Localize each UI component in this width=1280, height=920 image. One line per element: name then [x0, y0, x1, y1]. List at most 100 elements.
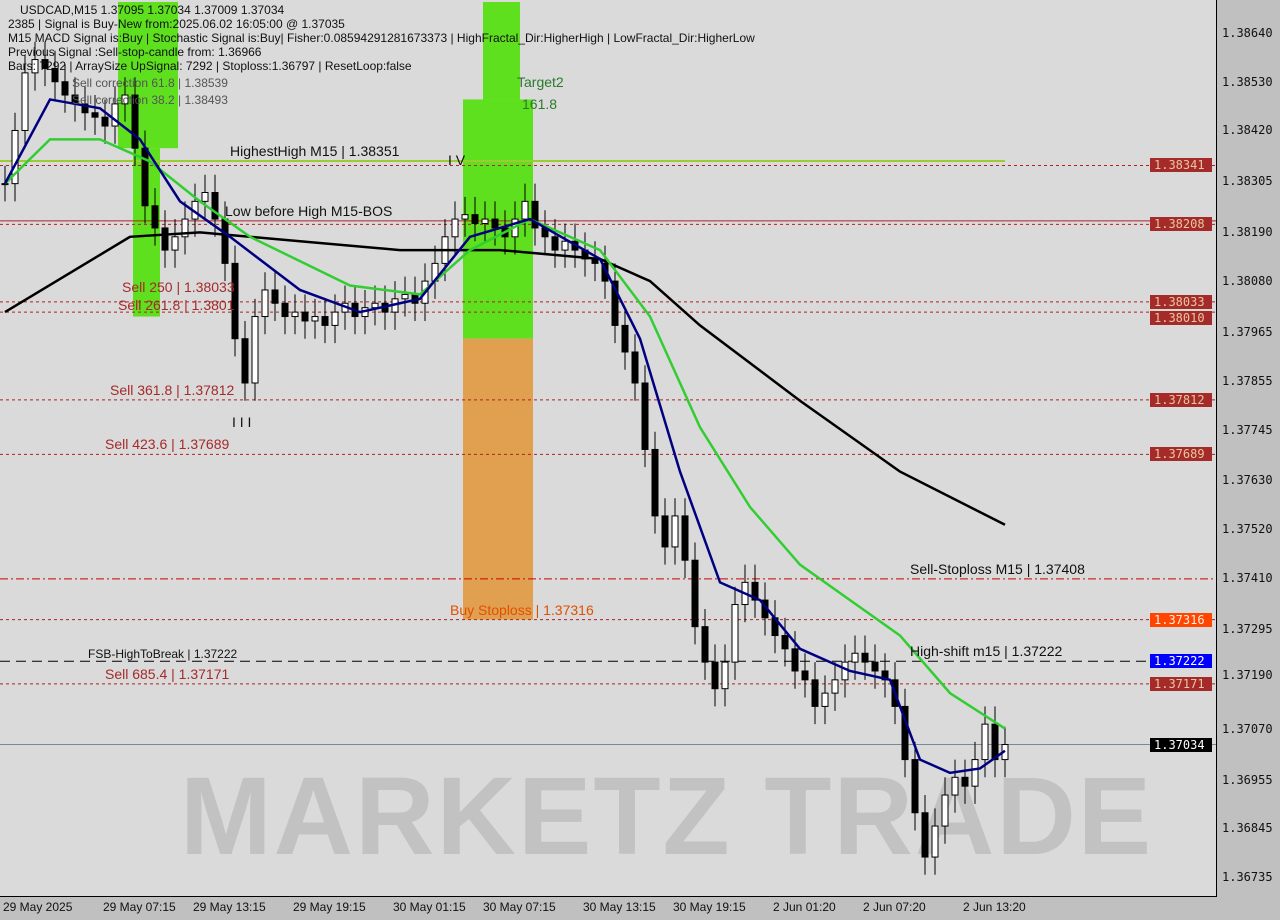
- price-tick-label: 1.38640: [1222, 26, 1273, 40]
- price-tick-label: 1.38305: [1222, 174, 1273, 189]
- candle-body: [671, 515, 679, 548]
- price-tick-label: 1.37070: [1222, 721, 1273, 736]
- candle-body: [201, 191, 209, 202]
- signal-zone: [483, 1, 520, 100]
- candle-body: [231, 262, 239, 340]
- time-tick-label: 29 May 19:15: [293, 900, 366, 914]
- time-tick-label: 30 May 01:15: [393, 900, 466, 914]
- price-tick-label: 1.37855: [1222, 373, 1273, 388]
- signal-info: 2385 | Signal is Buy-New from:2025.06.02…: [8, 17, 345, 31]
- candle-body: [401, 293, 409, 300]
- candle-body: [691, 559, 699, 628]
- price-tick-label: 1.36735: [1222, 869, 1273, 884]
- candle-body: [651, 448, 659, 517]
- candle-body: [941, 794, 949, 827]
- time-tick-label: 29 May 13:15: [193, 900, 266, 914]
- candle-body: [751, 581, 759, 601]
- candle-body: [371, 302, 379, 309]
- candle-body: [721, 661, 729, 690]
- chart-annotation: FSB-HighToBreak | 1.37222: [88, 647, 238, 662]
- price-tick-label: 1.37190: [1222, 668, 1273, 683]
- candle-body: [971, 759, 979, 787]
- candle-body: [701, 626, 709, 663]
- candle-body: [731, 604, 739, 663]
- price-tick-label: 1.37520: [1222, 522, 1273, 537]
- candle-body: [641, 382, 649, 450]
- signal-zone: [118, 1, 178, 149]
- candle-body: [151, 205, 159, 229]
- candle-body: [471, 214, 479, 225]
- chart-annotation: Sell 685.4 | 1.37171: [105, 665, 230, 682]
- candle-body: [631, 351, 639, 384]
- time-tick-label: 30 May 13:15: [583, 900, 656, 914]
- time-tick-label: 30 May 19:15: [673, 900, 746, 914]
- candle-body: [831, 679, 839, 694]
- candle-body: [331, 311, 339, 326]
- chart-annotation: Sell 361.8 | 1.37812: [110, 381, 235, 398]
- candle-body: [981, 723, 989, 761]
- candle-body: [531, 200, 539, 229]
- chart-annotation: I I I: [232, 414, 252, 430]
- price-tag: 1.38208: [1150, 217, 1212, 232]
- candle-body: [901, 705, 909, 761]
- candle-body: [991, 723, 999, 761]
- candle-body: [61, 81, 69, 96]
- candle-body: [101, 116, 109, 127]
- candle-body: [261, 289, 269, 318]
- chart-annotation: Sell 250 | 1.38033: [122, 279, 235, 295]
- plot-area[interactable]: MARKETZ TRADE HighestHigh M15 | 1.38351 L…: [0, 0, 1217, 897]
- moving-average-line: [4, 231, 1006, 526]
- candle-body: [121, 94, 129, 105]
- price-tick-label: 1.37745: [1222, 422, 1273, 437]
- price-tag: 1.38010: [1150, 310, 1212, 325]
- price-tick-label: 1.38190: [1222, 225, 1273, 240]
- candle-body: [31, 59, 39, 74]
- candle-body: [41, 59, 49, 69]
- candle-body: [911, 759, 919, 814]
- chart-annotation: I V: [448, 152, 466, 169]
- time-tick-label: 30 May 07:15: [483, 900, 556, 914]
- previous-signal-info: Previous Signal :Sell-stop-candle from: …: [8, 45, 262, 59]
- candle-body: [521, 200, 529, 220]
- candle-body: [931, 825, 939, 858]
- time-tick-label: 2 Jun 13:20: [963, 900, 1026, 914]
- candle-body: [661, 515, 669, 548]
- candle-body: [791, 648, 799, 672]
- price-tag: 1.38341: [1150, 158, 1212, 173]
- moving-average-line: [3, 98, 1006, 775]
- candle-body: [801, 670, 809, 681]
- candle-body: [241, 338, 249, 384]
- candle-body: [781, 635, 789, 650]
- price-tick-label: 1.38080: [1222, 274, 1273, 289]
- signal-zone: [463, 338, 533, 620]
- candle-body: [921, 812, 929, 858]
- price-tag: 1.37689: [1150, 447, 1212, 462]
- chart-annotation: Sell-Stoploss M15 | 1.37408: [910, 560, 1085, 577]
- candle-body: [951, 776, 959, 796]
- candle-body: [161, 227, 169, 251]
- chart-annotation: Sell correction 61.8 | 1.38539: [72, 76, 228, 90]
- price-tag: 1.37171: [1150, 676, 1212, 691]
- candle-body: [51, 67, 59, 83]
- chart-annotation: Target2: [517, 74, 564, 90]
- price-tag: 1.37812: [1150, 392, 1212, 407]
- candle-body: [871, 661, 879, 672]
- candle-body: [181, 218, 189, 238]
- price-tick-label: 1.36955: [1222, 772, 1273, 787]
- candle-body: [211, 191, 219, 220]
- candle-body: [251, 316, 259, 384]
- watermark: MARKETZ TRADE: [180, 755, 1154, 878]
- chart-annotation: 161.8: [522, 96, 558, 112]
- candle-body: [271, 289, 279, 304]
- price-chart: [0, 1, 1216, 875]
- indicator-info: M15 MACD Signal is:Buy | Stochastic Sign…: [8, 31, 755, 45]
- price-tick-label: 1.37295: [1222, 621, 1273, 636]
- candle-body: [861, 652, 869, 663]
- chart-annotation: High-shift m15 | 1.37222: [910, 643, 1063, 660]
- price-tick-label: 1.36845: [1222, 821, 1273, 836]
- price-tag: 1.38033: [1150, 294, 1212, 309]
- candle-body: [1, 183, 9, 186]
- candle-body: [281, 302, 289, 318]
- candle-body: [961, 776, 969, 787]
